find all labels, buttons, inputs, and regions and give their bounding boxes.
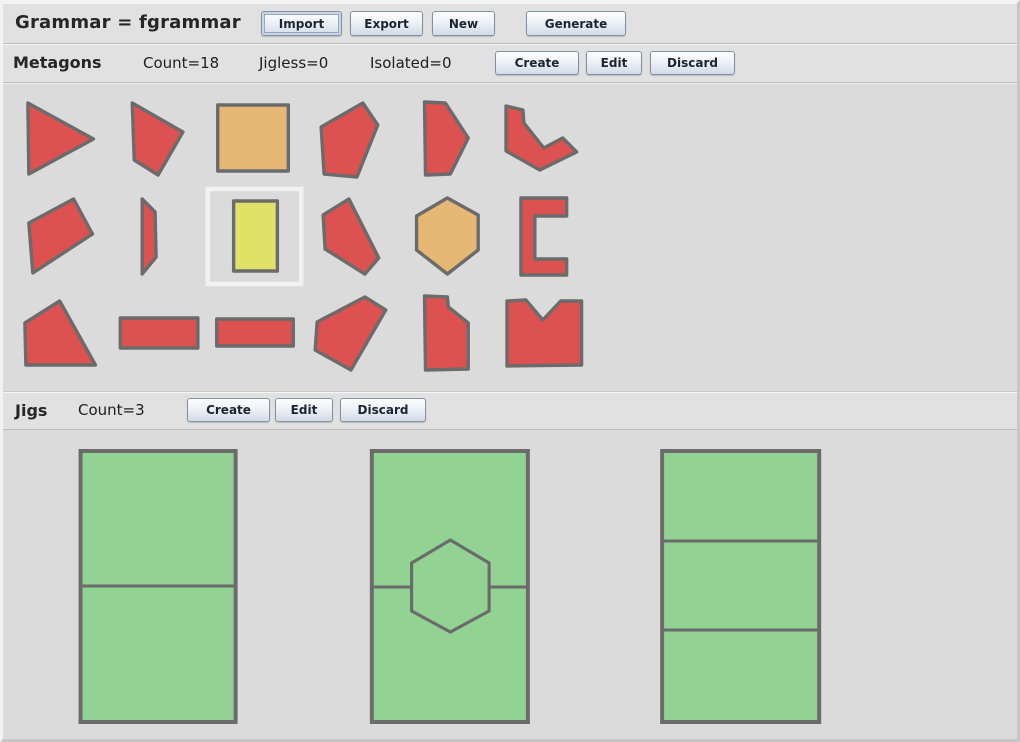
import-button[interactable]: Import bbox=[261, 11, 342, 36]
metagons-header: Metagons Count=18 Jigless=0 Isolated=0 C… bbox=[3, 44, 1017, 83]
metagon-shape[interactable] bbox=[319, 101, 380, 179]
jigs-count-stat: Count=3 bbox=[78, 401, 145, 419]
metagon-shape[interactable] bbox=[140, 197, 158, 276]
export-button[interactable]: Export bbox=[350, 11, 423, 36]
jigs-canvas[interactable] bbox=[3, 430, 1017, 739]
metagon-shape[interactable] bbox=[26, 101, 96, 176]
jigs-discard-button[interactable]: Discard bbox=[340, 398, 426, 422]
jig-outline[interactable] bbox=[660, 449, 822, 724]
metagons-jigless-stat: Jigless=0 bbox=[259, 54, 329, 72]
metagons-create-button[interactable]: Create bbox=[495, 51, 579, 75]
metagon-shape[interactable] bbox=[23, 299, 98, 367]
metagons-isolated-stat: Isolated=0 bbox=[370, 54, 452, 72]
metagon-shape-selected[interactable] bbox=[231, 199, 280, 273]
metagon-shape[interactable] bbox=[519, 196, 569, 277]
metagon-shape[interactable] bbox=[216, 103, 291, 173]
jig-hexagon bbox=[409, 538, 491, 634]
metagons-drawing bbox=[23, 100, 584, 372]
metagon-shape[interactable] bbox=[504, 104, 579, 172]
metagon-selection-frame bbox=[205, 186, 304, 287]
metagon-shape[interactable] bbox=[422, 294, 470, 372]
metagons-discard-button[interactable]: Discard bbox=[650, 51, 735, 75]
new-button[interactable]: New bbox=[432, 11, 495, 36]
jigs-title: Jigs bbox=[15, 401, 48, 420]
metagon-shape[interactable] bbox=[27, 197, 95, 275]
metagon-shape[interactable] bbox=[130, 101, 185, 177]
metagon-shape[interactable] bbox=[414, 196, 480, 276]
jigs-create-button[interactable]: Create bbox=[187, 398, 270, 422]
grammar-toolbar: Grammar = fgrammar Import Export New Gen… bbox=[3, 3, 1017, 44]
metagon-shape[interactable] bbox=[118, 316, 200, 350]
metagon-shape[interactable] bbox=[313, 295, 388, 372]
generate-button[interactable]: Generate bbox=[526, 11, 626, 36]
metagon-shape[interactable] bbox=[215, 317, 295, 348]
metagons-title: Metagons bbox=[13, 53, 102, 72]
jigs-header: Jigs Count=3 Create Edit Discard bbox=[3, 392, 1017, 430]
metagons-canvas[interactable] bbox=[3, 83, 1017, 392]
metagon-shape[interactable] bbox=[321, 197, 381, 276]
metagon-shape[interactable] bbox=[422, 100, 470, 177]
jigs-edit-button[interactable]: Edit bbox=[275, 398, 333, 422]
grammar-title: Grammar = fgrammar bbox=[15, 12, 241, 33]
jigs-drawing bbox=[78, 449, 822, 724]
metagons-edit-button[interactable]: Edit bbox=[586, 51, 642, 75]
metagons-count-stat: Count=18 bbox=[143, 54, 220, 72]
metagon-shape[interactable] bbox=[505, 298, 584, 368]
